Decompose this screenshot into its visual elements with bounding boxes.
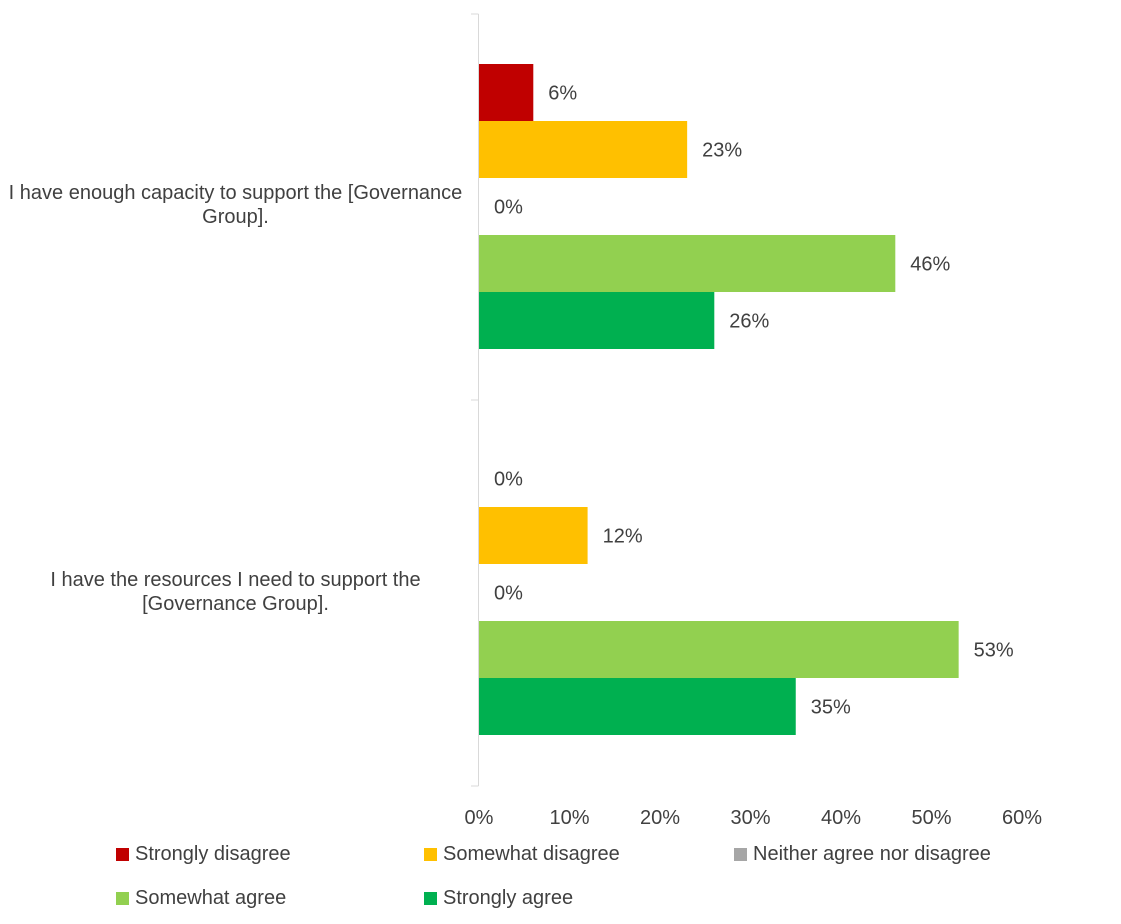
data-label: 0% xyxy=(494,469,523,491)
data-label: 35% xyxy=(811,697,851,719)
bar xyxy=(479,121,688,178)
data-label: 53% xyxy=(974,640,1014,662)
data-label: 12% xyxy=(603,526,643,548)
x-tick-label: 30% xyxy=(730,807,770,829)
bar xyxy=(479,235,896,292)
data-label: 0% xyxy=(494,197,523,219)
x-tick-label: 20% xyxy=(640,807,680,829)
bar xyxy=(479,678,796,735)
category-label: I have enough capacity to support the [G… xyxy=(8,182,463,228)
bar xyxy=(479,507,588,564)
x-tick-label: 50% xyxy=(911,807,951,829)
bar xyxy=(479,64,534,121)
bar xyxy=(479,621,959,678)
x-tick-label: 40% xyxy=(821,807,861,829)
data-label: 23% xyxy=(702,140,742,162)
bar xyxy=(479,292,715,349)
data-label: 46% xyxy=(910,254,950,276)
data-label: 0% xyxy=(494,583,523,605)
x-tick-label: 10% xyxy=(549,807,589,829)
data-label: 26% xyxy=(729,311,769,333)
data-label: 6% xyxy=(548,83,577,105)
x-tick-label: 0% xyxy=(465,807,494,829)
category-label: I have the resources I need to support t… xyxy=(50,569,421,615)
x-tick-label: 60% xyxy=(1002,807,1042,829)
